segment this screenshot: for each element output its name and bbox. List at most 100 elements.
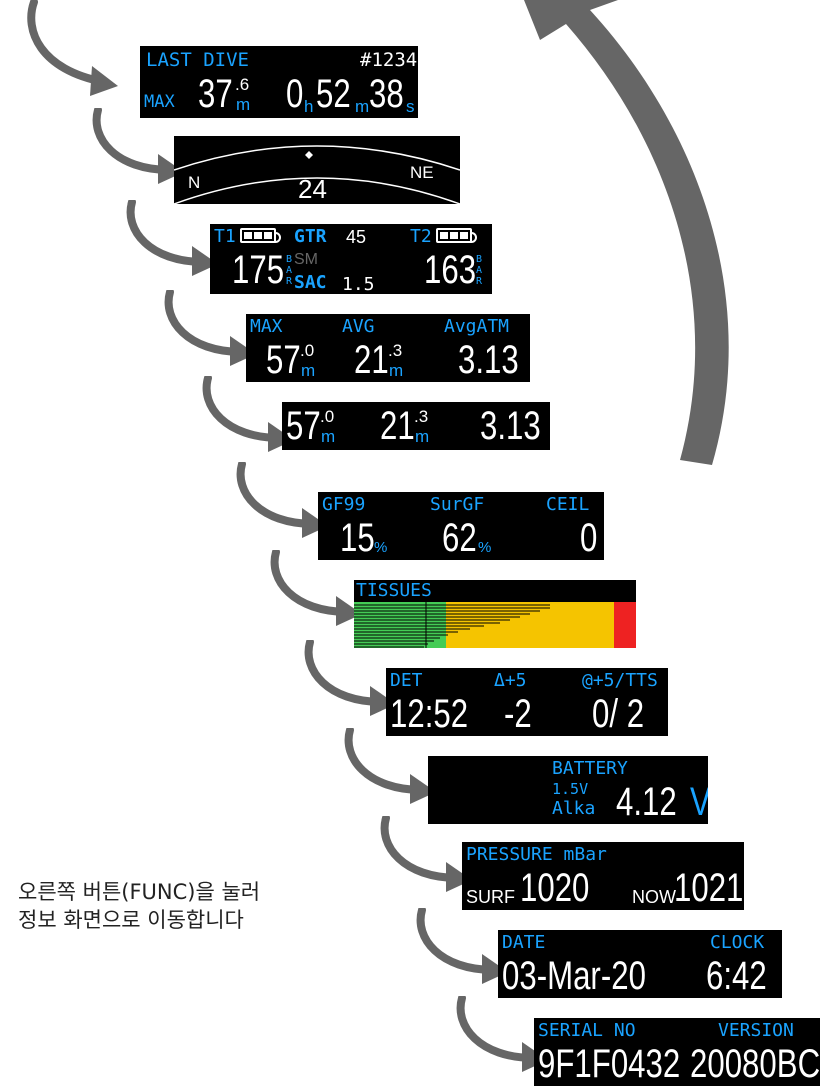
battery-value: 4.12 — [616, 780, 677, 824]
pressure-title: PRESSURE mBar — [466, 844, 607, 865]
avg-depth-int: 21 — [354, 338, 389, 382]
gf99-value: 15 — [340, 516, 375, 560]
gradient-factor-screen: GF99 SurGF CEIL 15 % 62 % 0 — [318, 492, 604, 560]
date-label: DATE — [502, 932, 546, 953]
curved-arrow-icon — [304, 640, 396, 716]
tissues-title: TISSUES — [356, 580, 432, 601]
curved-arrow-icon — [416, 908, 508, 984]
seconds-value: 38 — [369, 72, 404, 116]
curved-arrow-icon — [380, 816, 472, 892]
avg-depth-dec: .3 — [388, 341, 403, 360]
minutes-value: 52 — [316, 72, 351, 116]
last-dive-title: LAST DIVE — [146, 49, 249, 71]
clock-label: CLOCK — [710, 932, 765, 953]
max-depth-dec: .0 — [320, 407, 335, 426]
sm-label: SM — [294, 251, 318, 268]
battery-type-voltage: 1.5V — [552, 780, 589, 798]
date-clock-screen: DATE CLOCK 03-Mar-20 6:42 — [498, 930, 782, 998]
dive-number: #1234 — [360, 49, 418, 71]
avg-depth-unit: m — [389, 361, 404, 380]
last-dive-screen: LAST DIVE #1234 MAX 37 .6 m 0 h 52 m 38 … — [140, 46, 418, 118]
tissue-bargraph-icon — [354, 602, 636, 648]
now-value: 1021 — [674, 866, 744, 910]
compass-heading: 24 — [298, 174, 327, 204]
surf-label: SURF — [466, 887, 515, 907]
compass-right-dir: NE — [410, 163, 434, 182]
delta-value: -2 — [504, 692, 532, 736]
tts-screen: DET Δ+5 @+5/TTS 12:52 -2 0/ 2 — [386, 668, 668, 736]
gf99-label: GF99 — [322, 494, 366, 515]
curved-arrow-icon — [92, 108, 184, 184]
compass-arcs-icon — [174, 145, 460, 204]
ceil-label: CEIL — [546, 494, 590, 515]
t2-pressure: 163 — [424, 248, 477, 292]
depth-stats-cropped-screen: 57 .0 m 21 .3 m 3.13 — [282, 402, 550, 450]
det-value: 12:52 — [390, 692, 469, 736]
surgf-value: 62 — [442, 516, 477, 560]
clock-value: 6:42 — [706, 954, 767, 998]
curved-arrow-icon — [270, 550, 362, 626]
ceil-value: 0 — [580, 516, 598, 560]
version-value: 20080BC — [690, 1042, 820, 1086]
t1-battery-icon — [240, 228, 281, 243]
avg-atm-value: 3.13 — [480, 404, 541, 448]
max-depth-int: 57 — [266, 338, 301, 382]
compass-screen: N NE 24 — [174, 136, 460, 204]
t1-label: T1 — [214, 226, 236, 247]
at-tts-label: @+5/TTS — [582, 670, 658, 691]
compass-left-dir: N — [188, 173, 201, 192]
gtr-value: 45 — [346, 227, 367, 247]
date-value: 03-Mar-20 — [502, 954, 646, 998]
at-tts-value: 0/ 2 — [592, 692, 645, 736]
avg-depth-unit: m — [415, 427, 430, 446]
t2-label: T2 — [410, 226, 432, 247]
surf-value: 1020 — [520, 866, 590, 910]
now-label: NOW — [632, 887, 676, 907]
serial-label: SERIAL NO — [538, 1020, 636, 1041]
avg-depth-int: 21 — [380, 404, 415, 448]
avg-atm-value: 3.13 — [458, 338, 519, 382]
minutes-unit: m — [355, 97, 370, 116]
seconds-unit: s — [406, 97, 415, 116]
instruction-caption: 오른쪽 버튼(FUNC)을 눌러 정보 화면으로 이동합니다 — [18, 878, 260, 934]
surgf-label: SurGF — [430, 494, 485, 515]
t1-pressure: 175 — [232, 248, 285, 292]
hours-unit: h — [304, 97, 314, 116]
caption-line-2: 정보 화면으로 이동합니다 — [18, 908, 244, 932]
depth-stats-screen: MAX AVG AvgATM 57 .0 m 21 .3 m 3.13 — [246, 314, 530, 382]
max-label: MAX — [250, 316, 283, 337]
curved-arrow-icon — [236, 462, 328, 538]
max-depth-unit: m — [321, 427, 336, 446]
battery-type-name: Alka — [552, 798, 596, 819]
battery-title: BATTERY — [552, 758, 628, 779]
max-depth-dec: .0 — [300, 341, 315, 360]
curved-arrow-icon — [344, 728, 436, 804]
max-depth-unit: m — [236, 95, 251, 114]
hours-value: 0 — [286, 72, 304, 116]
sac-value: 1.5 — [342, 274, 375, 294]
gtr-label: GTR — [294, 226, 327, 247]
version-label: VERSION — [718, 1020, 794, 1041]
avg-atm-label: AvgATM — [444, 316, 510, 337]
curved-arrow-icon — [27, 0, 118, 96]
max-depth-unit: m — [301, 361, 316, 380]
max-label: MAX — [144, 92, 175, 112]
battery-screen: BATTERY 1.5V Alka 4.12 V — [428, 756, 708, 824]
curved-arrow-icon — [164, 290, 256, 366]
serial-value: 9F1F0432 — [538, 1042, 681, 1086]
max-depth-int: 57 — [286, 404, 321, 448]
t2-battery-icon — [436, 228, 477, 243]
avg-depth-dec: .3 — [414, 407, 429, 426]
gf99-percent: % — [374, 539, 388, 556]
battery-unit: V — [690, 782, 708, 822]
surgf-percent: % — [478, 539, 492, 556]
sac-label: SAC — [294, 272, 327, 293]
tissues-screen: TISSUES — [354, 580, 636, 648]
serial-version-screen: SERIAL NO VERSION 9F1F0432 20080BC — [534, 1018, 820, 1086]
delta-label: Δ+5 — [494, 670, 527, 691]
max-depth-int: 37 — [198, 72, 233, 116]
